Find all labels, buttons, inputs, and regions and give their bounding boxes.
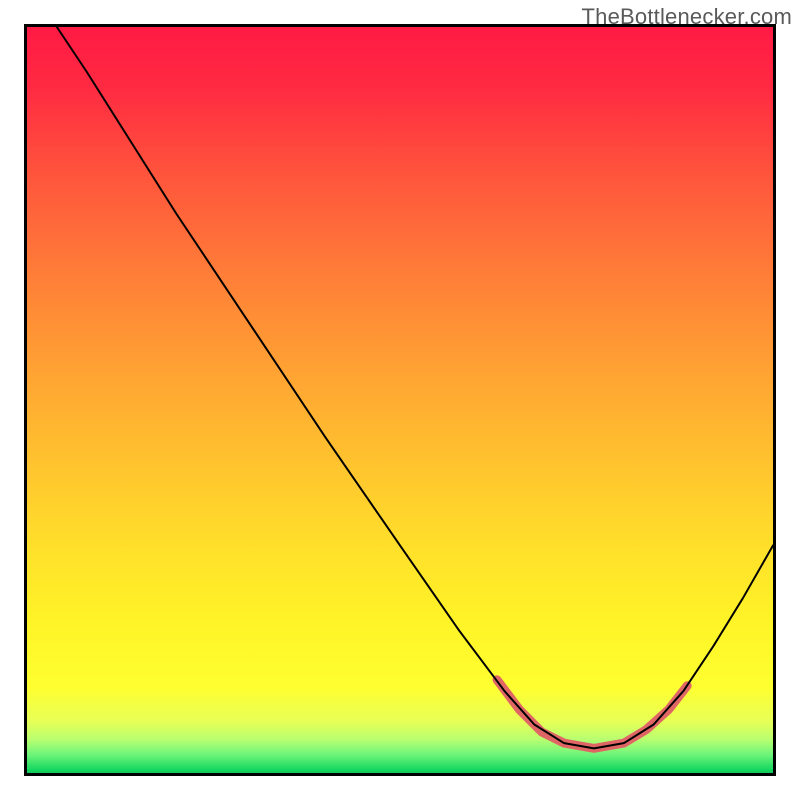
chart-plot-area	[24, 24, 776, 776]
bottleneck-curve	[57, 27, 773, 748]
curve-layer	[27, 27, 773, 773]
